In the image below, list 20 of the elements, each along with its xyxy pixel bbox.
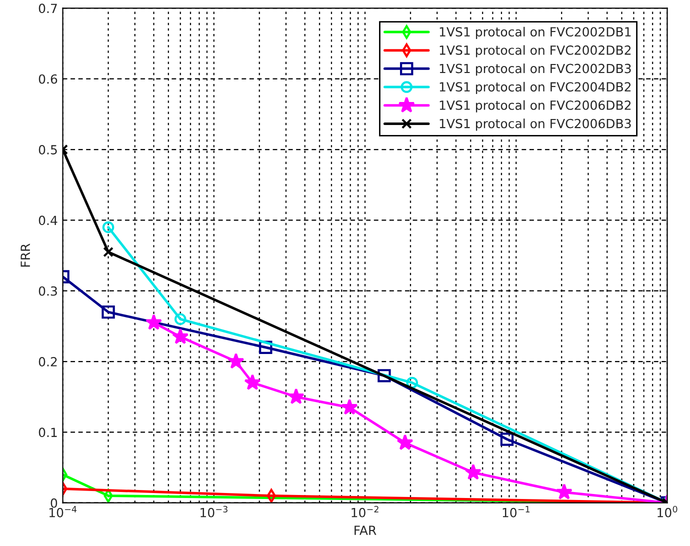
x-tick-label: 10$^{0}$ [658,506,678,518]
legend-label: 1VS1 protocal on FVC2004DB2 [440,82,631,94]
x-tick-label: 10$^{−2}$ [352,506,378,518]
y-axis-title: FRR [20,244,30,267]
y-tick-label: 0 [50,498,58,508]
legend-label: 1VS1 protocal on FVC2002DB3 [440,64,631,76]
y-tick-label: 0.1 [38,428,57,438]
y-tick-label: 0.2 [38,357,57,366]
y-tick-label: 0.3 [38,286,57,296]
x-tick-label: 10$^{−1}$ [502,506,530,518]
y-tick-label: 0.4 [38,216,58,226]
legend-label: 1VS1 protocal on FVC2006DB3 [440,118,631,131]
legend-label: 1VS1 protocal on FVC2002DB1 [440,26,631,39]
y-tick-label: 0.5 [38,145,57,154]
x-axis-title: FAR [354,526,376,535]
legend-label: 1VS1 protocal on FVC2002DB2 [440,45,631,58]
y-tick-label: 0.7 [38,4,57,14]
y-tick-label: 0.6 [38,74,58,84]
legend-label: 1VS1 protocal on FVC2006DB2 [440,100,631,112]
x-tick-label: 10$^{−3}$ [200,506,228,518]
